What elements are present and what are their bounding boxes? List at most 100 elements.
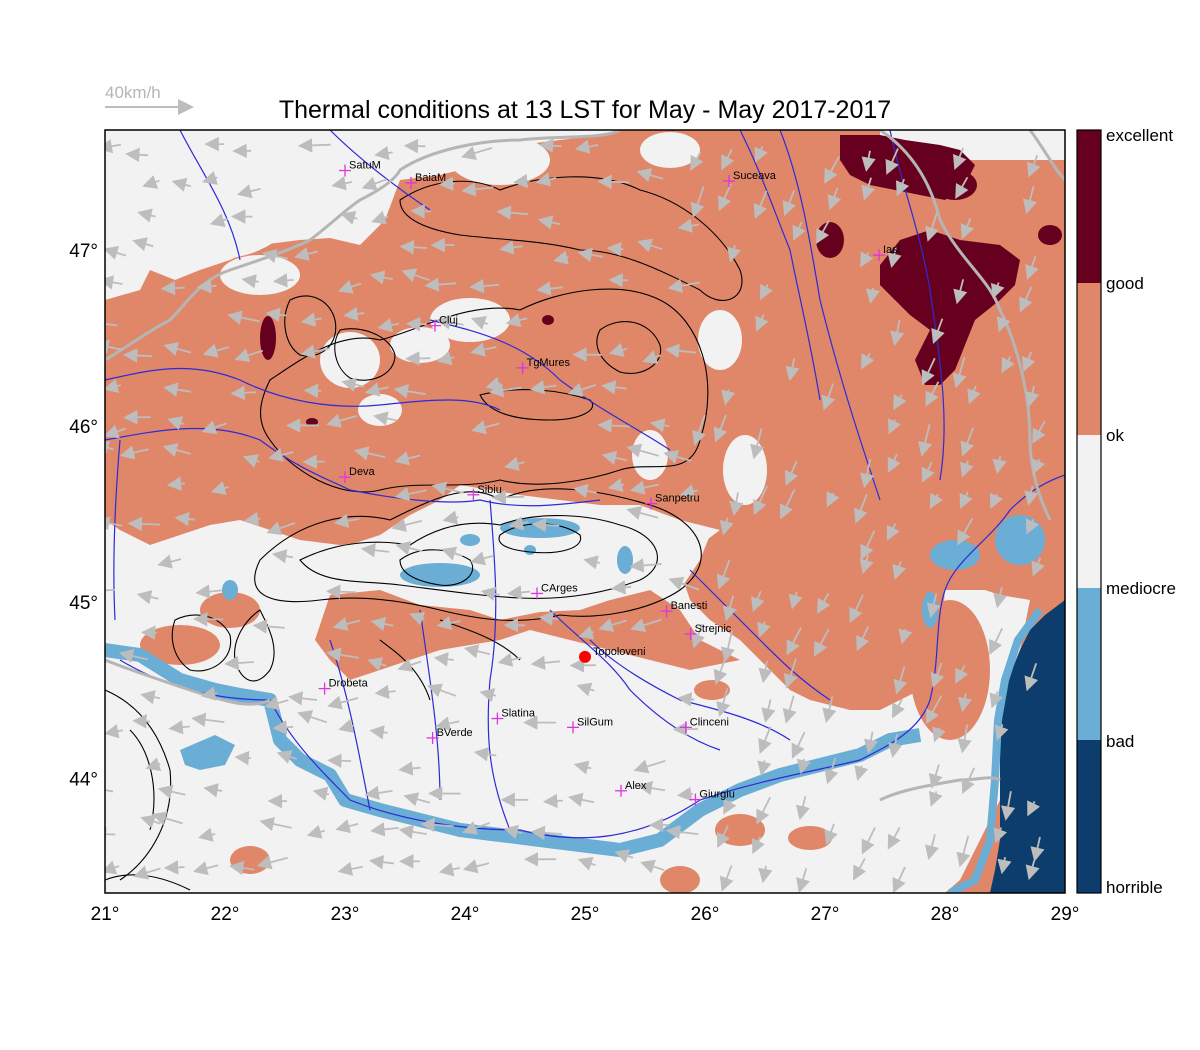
wind-arrow <box>608 342 628 357</box>
good-patch <box>910 600 990 740</box>
wind-arrow <box>118 649 148 664</box>
lon-tick-label: 21° <box>91 904 120 925</box>
wind-arrow <box>259 816 292 832</box>
wind-arrow <box>796 758 811 775</box>
legend-colorbar: excellent good ok mediocre bad horrible <box>1076 126 1176 897</box>
wind-scale-label: 40km/h <box>105 83 161 102</box>
city-marker: Banesti <box>660 600 707 618</box>
good-patch <box>660 866 700 893</box>
wind-arrow <box>272 549 294 564</box>
wind-arrow <box>795 795 810 821</box>
mediocre-coast-band <box>948 607 1044 893</box>
wind-arrow <box>1027 154 1041 178</box>
wind-arrow <box>758 726 772 754</box>
ok-patch-nw <box>120 140 300 260</box>
legend-swatch-mediocre <box>1077 588 1101 740</box>
wind-arrow <box>716 559 731 590</box>
wind-arrow <box>306 824 326 839</box>
wind-arrow <box>824 823 838 846</box>
wind-arrow <box>960 460 974 478</box>
wind-arrow <box>753 485 768 516</box>
wind-arrow <box>297 710 328 724</box>
wind-arrow <box>166 476 185 491</box>
excellent-patch <box>816 222 844 258</box>
wind-arrow <box>921 461 935 483</box>
wind-arrow <box>989 627 1004 655</box>
wind-arrow <box>784 460 799 486</box>
wind-arrow <box>531 517 560 533</box>
wind-arrow <box>755 314 769 332</box>
wind-arrow <box>758 660 773 684</box>
city-marker: SilGum <box>567 716 613 734</box>
wind-arrow <box>122 348 153 363</box>
wind-arrow <box>861 150 876 172</box>
wind-arrow <box>105 724 124 739</box>
wind-arrow <box>137 208 156 223</box>
wind-arrow <box>461 182 494 197</box>
wind-arrow <box>297 138 331 153</box>
wind-arrow <box>636 168 664 182</box>
wind-arrow <box>892 866 906 893</box>
wind-arrow <box>614 849 634 863</box>
wind-arrow <box>637 238 663 253</box>
wind-arrow <box>105 516 123 531</box>
wind-arrow <box>967 385 981 405</box>
ok-patch <box>390 327 450 363</box>
city-label: Clinceni <box>690 716 729 728</box>
wind-arrow <box>462 821 490 835</box>
wind-arrow <box>234 348 264 363</box>
wind-arrow <box>865 288 881 304</box>
wind-arrow <box>393 384 426 399</box>
wind-arrow <box>360 543 390 558</box>
wind-arrow <box>713 414 728 443</box>
legend-swatch-bad <box>1077 740 1101 893</box>
wind-arrow <box>332 617 361 631</box>
wind-arrow <box>119 445 149 460</box>
wind-arrow <box>201 420 227 435</box>
wind-arrow <box>442 510 459 525</box>
wind-arrow <box>338 719 355 733</box>
wind-arrow <box>779 489 796 520</box>
wind-arrow <box>677 218 700 233</box>
wind-arrow <box>242 454 260 468</box>
wind-arrow <box>892 560 907 580</box>
wind-arrow <box>729 492 744 517</box>
good-patch <box>788 826 832 850</box>
wind-arrow <box>961 767 976 795</box>
wind-arrow <box>925 695 943 725</box>
lon-tick-label: 27° <box>811 904 840 925</box>
wind-arrow <box>374 145 393 161</box>
wind-arrow <box>727 244 741 263</box>
wind-arrow <box>717 183 732 212</box>
wind-arrow <box>887 418 902 435</box>
wind-arrow <box>424 277 457 292</box>
wind-arrow <box>105 339 123 354</box>
wind-arrow <box>157 784 186 799</box>
wind-arrow <box>370 616 394 632</box>
wind-arrow <box>174 511 195 527</box>
wind-arrow <box>859 554 874 575</box>
wind-arrow <box>461 146 493 160</box>
wind-arrow <box>462 859 490 874</box>
wind-arrow <box>373 411 397 426</box>
wind-arrow <box>953 279 968 305</box>
wind-arrow <box>957 724 972 754</box>
wind-arrow <box>722 595 737 622</box>
city-marker: Strejnic <box>684 623 732 640</box>
wind-arrow <box>792 221 806 241</box>
wind-arrow <box>785 358 800 382</box>
lat-tick-label: 47° <box>69 241 98 262</box>
city-label: Sanpetru <box>655 493 700 505</box>
wind-arrow <box>264 696 289 710</box>
wind-arrow <box>105 789 114 793</box>
legend-swatch-good <box>1077 283 1101 435</box>
legend-label-bad: bad <box>1106 732 1134 751</box>
wind-arrow <box>626 505 659 520</box>
wind-arrow <box>530 655 560 670</box>
ok-patch <box>698 310 742 370</box>
city-label: Drobeta <box>329 678 369 690</box>
wind-arrow <box>626 443 659 458</box>
wind-arrow <box>167 416 184 431</box>
wind-arrow <box>162 443 191 457</box>
wind-arrow <box>607 477 625 493</box>
